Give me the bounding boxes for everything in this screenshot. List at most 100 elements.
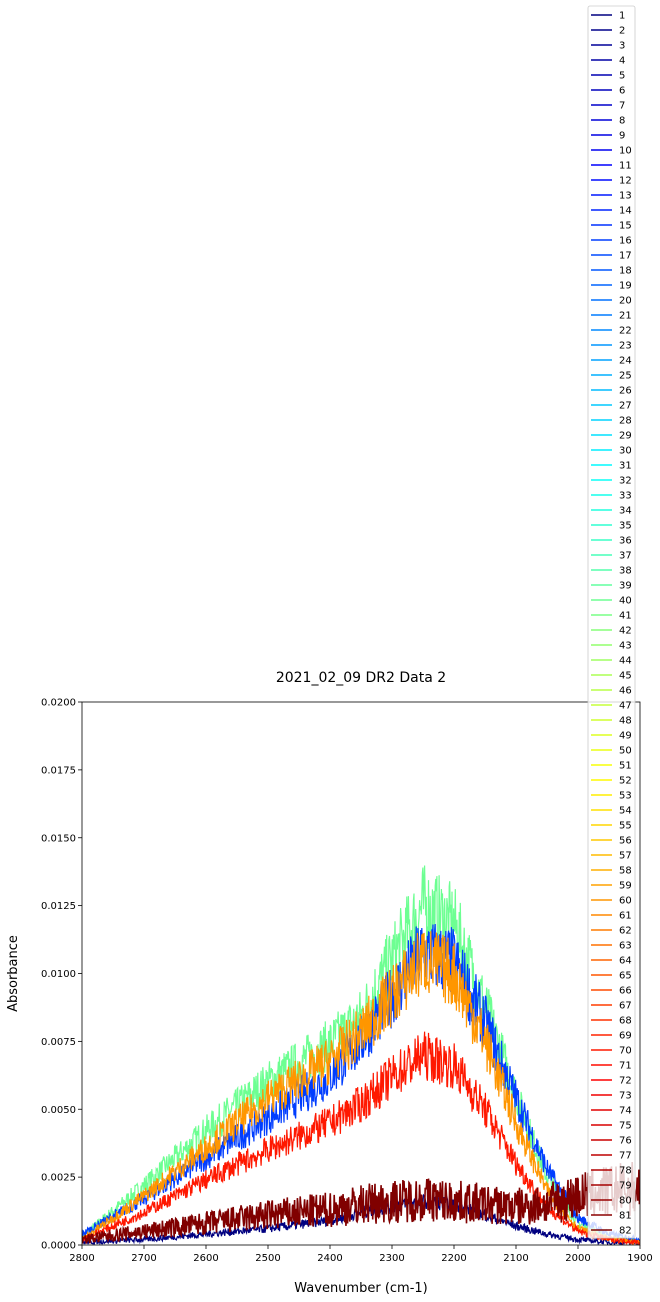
legend-label-13: 13 (619, 191, 632, 202)
y-tick-label: 0.0025 (41, 1173, 76, 1184)
legend-label-60: 60 (619, 896, 632, 907)
y-tick-label: 0.0175 (41, 765, 76, 776)
legend-label-39: 39 (619, 581, 632, 592)
legend-label-52: 52 (619, 776, 632, 787)
legend-label-62: 62 (619, 926, 632, 937)
chart-title: 2021_02_09 DR2 Data 2 (276, 670, 446, 686)
legend-label-81: 81 (619, 1211, 632, 1222)
legend-label-18: 18 (619, 266, 632, 277)
x-tick-label: 2600 (193, 1253, 218, 1264)
legend-label-57: 57 (619, 851, 632, 862)
legend-label-78: 78 (619, 1166, 632, 1177)
legend-label-71: 71 (619, 1061, 632, 1072)
x-tick-label: 2300 (379, 1253, 404, 1264)
y-tick-label: 0.0000 (41, 1241, 76, 1252)
legend-label-66: 66 (619, 986, 632, 997)
legend-label-77: 77 (619, 1151, 632, 1162)
y-tick-label: 0.0050 (41, 1105, 76, 1116)
legend-label-54: 54 (619, 806, 632, 817)
legend-label-24: 24 (619, 356, 632, 367)
legend-label-44: 44 (619, 656, 632, 667)
legend-label-50: 50 (619, 746, 632, 757)
legend-label-58: 58 (619, 866, 632, 877)
legend-label-26: 26 (619, 386, 632, 397)
x-axis: 2800 2700 2600 2500 2400 2300 2200 2100 2000 1900 (69, 1245, 653, 1264)
legend-label-79: 79 (619, 1181, 632, 1192)
legend-label-40: 40 (619, 596, 632, 607)
legend-label-69: 69 (619, 1031, 632, 1042)
legend-label-45: 45 (619, 671, 632, 682)
legend-label-38: 38 (619, 566, 632, 577)
legend-label-48: 48 (619, 716, 632, 727)
legend-label-37: 37 (619, 551, 632, 562)
legend-label-22: 22 (619, 326, 632, 337)
legend-label-27: 27 (619, 401, 632, 412)
legend-label-34: 34 (619, 506, 632, 517)
legend-label-6: 6 (619, 86, 625, 97)
plot-area (81, 701, 641, 1246)
legend-label-17: 17 (619, 251, 632, 262)
x-tick-label: 2800 (69, 1253, 94, 1264)
legend-label-3: 3 (619, 41, 625, 52)
legend-label-14: 14 (619, 206, 632, 217)
legend-label-29: 29 (619, 431, 632, 442)
legend-label-64: 64 (619, 956, 632, 967)
legend-label-80: 80 (619, 1196, 632, 1207)
y-tick-label: 0.0075 (41, 1037, 76, 1048)
legend-label-7: 7 (619, 101, 625, 112)
legend-label-15: 15 (619, 221, 632, 232)
legend-label-28: 28 (619, 416, 632, 427)
legend-label-55: 55 (619, 821, 632, 832)
legend-label-63: 63 (619, 941, 632, 952)
x-tick-label: 2500 (255, 1253, 280, 1264)
legend-label-10: 10 (619, 146, 632, 157)
legend-label-23: 23 (619, 341, 632, 352)
y-axis: 0.0000 0.0025 0.0050 0.0075 0.0100 0.0125 0.01… (41, 698, 82, 1252)
legend-label-16: 16 (619, 236, 632, 247)
legend-label-42: 42 (619, 626, 632, 637)
legend-label-65: 65 (619, 971, 632, 982)
y-tick-label: 0.0150 (41, 833, 76, 844)
legend-label-36: 36 (619, 536, 632, 547)
legend-label-19: 19 (619, 281, 632, 292)
legend-label-32: 32 (619, 476, 632, 487)
y-tick-label: 0.0125 (41, 901, 76, 912)
x-tick-label: 2100 (503, 1253, 528, 1264)
x-tick-label: 1900 (627, 1253, 652, 1264)
y-tick-label: 0.0200 (41, 698, 76, 709)
x-tick-label: 2700 (131, 1253, 156, 1264)
legend-label-5: 5 (619, 71, 625, 82)
legend: 1234567891011121314151617181920212223242… (587, 5, 636, 1239)
legend-label-1: 1 (619, 11, 625, 22)
legend-label-56: 56 (619, 836, 632, 847)
legend-label-11: 11 (619, 161, 632, 172)
legend-label-8: 8 (619, 116, 625, 127)
legend-label-35: 35 (619, 521, 632, 532)
legend-label-33: 33 (619, 491, 632, 502)
legend-label-68: 68 (619, 1016, 632, 1027)
legend-label-76: 76 (619, 1136, 632, 1147)
legend-label-9: 9 (619, 131, 625, 142)
legend-label-82: 82 (619, 1226, 632, 1237)
legend-label-67: 67 (619, 1001, 632, 1012)
legend-label-31: 31 (619, 461, 632, 472)
legend-label-41: 41 (619, 611, 632, 622)
x-axis-title: Wavenumber (cm-1) (294, 1281, 427, 1296)
legend-label-30: 30 (619, 446, 632, 457)
legend-label-73: 73 (619, 1091, 632, 1102)
legend-label-74: 74 (619, 1106, 632, 1117)
y-axis-title: Absorbance (6, 935, 21, 1012)
legend-label-51: 51 (619, 761, 632, 772)
x-tick-label: 2000 (565, 1253, 590, 1264)
spectrum-line-82 (82, 1161, 640, 1244)
x-tick-label: 2400 (317, 1253, 342, 1264)
legend-label-4: 4 (619, 56, 625, 67)
legend-label-43: 43 (619, 641, 632, 652)
legend-label-25: 25 (619, 371, 632, 382)
x-tick-label: 2200 (441, 1253, 466, 1264)
legend-label-2: 2 (619, 26, 625, 37)
legend-label-20: 20 (619, 296, 632, 307)
legend-label-75: 75 (619, 1121, 632, 1132)
legend-label-46: 46 (619, 686, 632, 697)
